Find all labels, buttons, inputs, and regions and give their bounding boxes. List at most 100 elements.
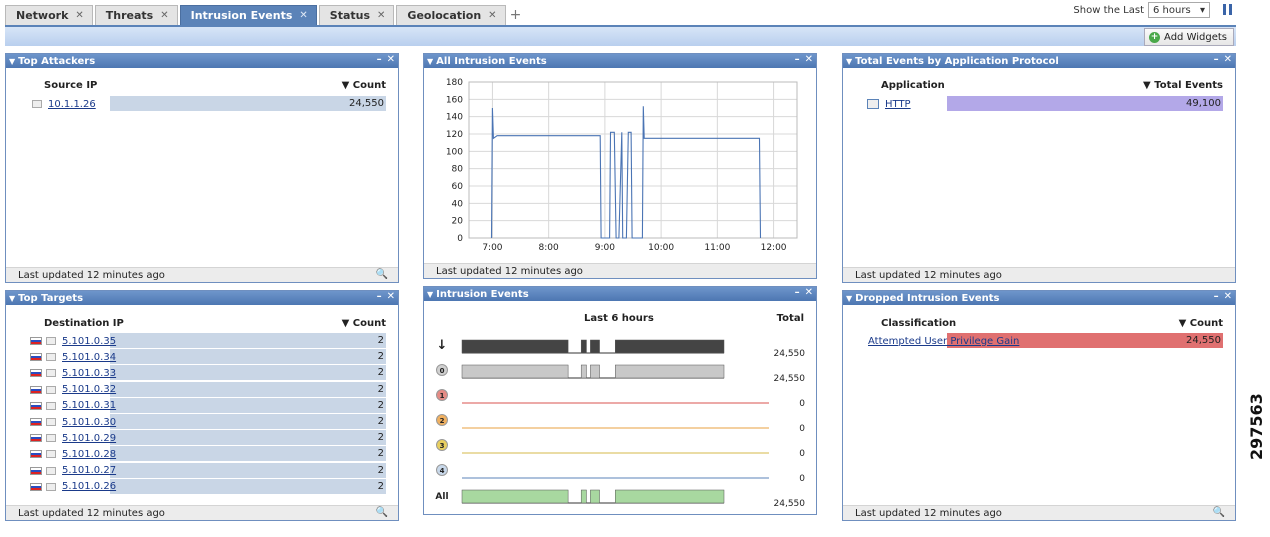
column-header-count[interactable]: ▼ Count [341,80,386,91]
widget-header[interactable]: ▼ Top Targets – ✕ [6,291,398,305]
search-icon[interactable]: 🔍 [375,269,388,280]
close-icon[interactable]: ✕ [386,291,395,302]
close-icon[interactable]: ✕ [804,54,813,65]
chevron-down-icon[interactable]: ▼ [427,56,434,66]
count-bar [110,462,386,478]
destination-ip-link[interactable]: 5.101.0.26 [62,481,117,493]
table-row[interactable]: HTTP [867,96,911,112]
series-line [490,106,762,239]
classification-link[interactable]: Attempted User Privilege Gain [868,335,1020,347]
tab-label: Intrusion Events [190,9,293,22]
close-icon[interactable]: ✕ [377,10,386,21]
count-bar [110,446,386,462]
count-value: 2 [377,335,384,346]
table-row[interactable]: 5.101.0.32 [30,382,116,398]
column-header-application[interactable]: Application [881,80,945,91]
table-row[interactable]: 5.101.0.26 [30,479,116,495]
column-header-count[interactable]: ▼ Count [341,318,386,329]
close-icon[interactable]: ✕ [488,10,497,21]
time-range-select[interactable]: 6 hours ▾ [1148,2,1210,18]
table-row[interactable]: 5.101.0.30 [30,414,116,430]
minimize-icon[interactable]: – [1213,54,1219,65]
chevron-down-icon[interactable]: ▼ [846,56,853,66]
application-link[interactable]: HTTP [885,98,911,110]
tab-geolocation[interactable]: Geolocation ✕ [396,5,506,25]
count-value: 2 [377,351,384,363]
chevron-down-icon[interactable]: ▼ [9,293,16,303]
tab-intrusion-events[interactable]: Intrusion Events ✕ [179,5,317,25]
show-last-label: Show the Last [1073,4,1144,16]
close-icon[interactable]: ✕ [1223,291,1232,302]
table-row[interactable]: 10.1.1.26 [32,96,96,112]
column-header-source-ip[interactable]: Source IP [44,80,98,91]
column-header-destination-ip[interactable]: Destination IP [44,318,124,329]
table-row[interactable]: 5.101.0.28 [30,446,116,462]
sparkline-segment [461,364,569,379]
x-tick-label: 8:00 [539,243,559,253]
count-value: 2 [377,399,384,411]
minimize-icon[interactable]: – [376,291,382,302]
destination-ip-link[interactable]: 5.101.0.34 [62,351,117,363]
chevron-down-icon[interactable]: ▼ [9,56,16,66]
host-icon [46,369,56,378]
widget-footer: Last updated 12 minutes ago 🔍 [843,505,1235,520]
column-header-count[interactable]: ▼ Count [1178,318,1223,329]
destination-ip-link[interactable]: 5.101.0.27 [62,465,117,477]
close-icon[interactable]: ✕ [804,287,813,298]
chevron-down-icon[interactable]: ▼ [427,289,434,299]
minimize-icon[interactable]: – [1213,291,1219,302]
minimize-icon[interactable]: – [794,54,800,65]
tab-network[interactable]: Network ✕ [5,5,93,25]
count-bar [110,397,386,413]
column-header-total-events[interactable]: ▼ Total Events [1143,80,1223,91]
sparkline-segment [590,339,600,354]
table-row[interactable]: 5.101.0.33 [30,365,116,381]
close-icon[interactable]: ✕ [386,54,395,65]
destination-ip-link[interactable]: 5.101.0.35 [62,335,117,347]
count-bar [110,365,386,381]
widget-header[interactable]: ▼ Dropped Intrusion Events – ✕ [843,291,1235,305]
tab-status[interactable]: Status ✕ [318,5,395,25]
chevron-down-icon[interactable]: ▼ [846,293,853,303]
destination-ip-link[interactable]: 5.101.0.28 [62,448,117,460]
tab-threats[interactable]: Threats ✕ [94,5,178,25]
table-row[interactable]: 5.101.0.29 [30,430,116,446]
search-icon[interactable]: 🔍 [375,507,388,518]
destination-ip-link[interactable]: 5.101.0.32 [62,384,117,396]
widget-header[interactable]: ▼ All Intrusion Events – ✕ [424,54,816,68]
widget-header[interactable]: ▼ Top Attackers – ✕ [6,54,398,68]
table-row[interactable]: 5.101.0.31 [30,398,116,414]
destination-ip-link[interactable]: 5.101.0.30 [62,416,117,428]
destination-ip-link[interactable]: 5.101.0.31 [62,400,117,412]
minimize-icon[interactable]: – [794,287,800,298]
severity-0-icon [436,364,448,376]
close-icon[interactable]: ✕ [75,10,84,21]
destination-ip-link[interactable]: 5.101.0.33 [62,367,117,379]
intrusion-events-sparklines: ↓ 24,550 0 24,550 1 0 2 0 3 0 4 0 All 24,550 [435,338,805,509]
add-tab-icon[interactable]: + [509,7,522,23]
severity-2-icon [436,414,448,426]
severity-label: 2 [440,417,445,425]
y-tick-label: 40 [452,199,464,209]
source-ip-link[interactable]: 10.1.1.26 [48,98,96,110]
close-icon[interactable]: ✕ [160,10,169,21]
sparkline-segment [615,489,725,504]
add-widgets-button[interactable]: + Add Widgets [1144,28,1234,46]
sparkline-segment [461,489,569,504]
column-header-classification[interactable]: Classification [881,318,957,329]
table-row[interactable]: 5.101.0.34 [30,349,116,365]
destination-ip-link[interactable]: 5.101.0.29 [62,432,117,444]
pause-icon[interactable] [1223,4,1232,15]
table-row[interactable]: 5.101.0.35 [30,333,116,349]
minimize-icon[interactable]: – [376,54,382,65]
table-row[interactable]: Attempted User Privilege Gain [868,333,1019,349]
widget-header[interactable]: ▼ Intrusion Events – ✕ [424,287,816,301]
widget-header[interactable]: ▼ Total Events by Application Protocol –… [843,54,1235,68]
close-icon[interactable]: ✕ [299,10,308,21]
sparkline-segment [615,364,725,379]
table-row[interactable]: 5.101.0.27 [30,463,116,479]
widget-total-events-by-app: ▼ Total Events by Application Protocol –… [842,53,1236,283]
close-icon[interactable]: ✕ [1223,54,1232,65]
search-icon[interactable]: 🔍 [1212,507,1225,518]
count-value: 2 [377,416,384,427]
